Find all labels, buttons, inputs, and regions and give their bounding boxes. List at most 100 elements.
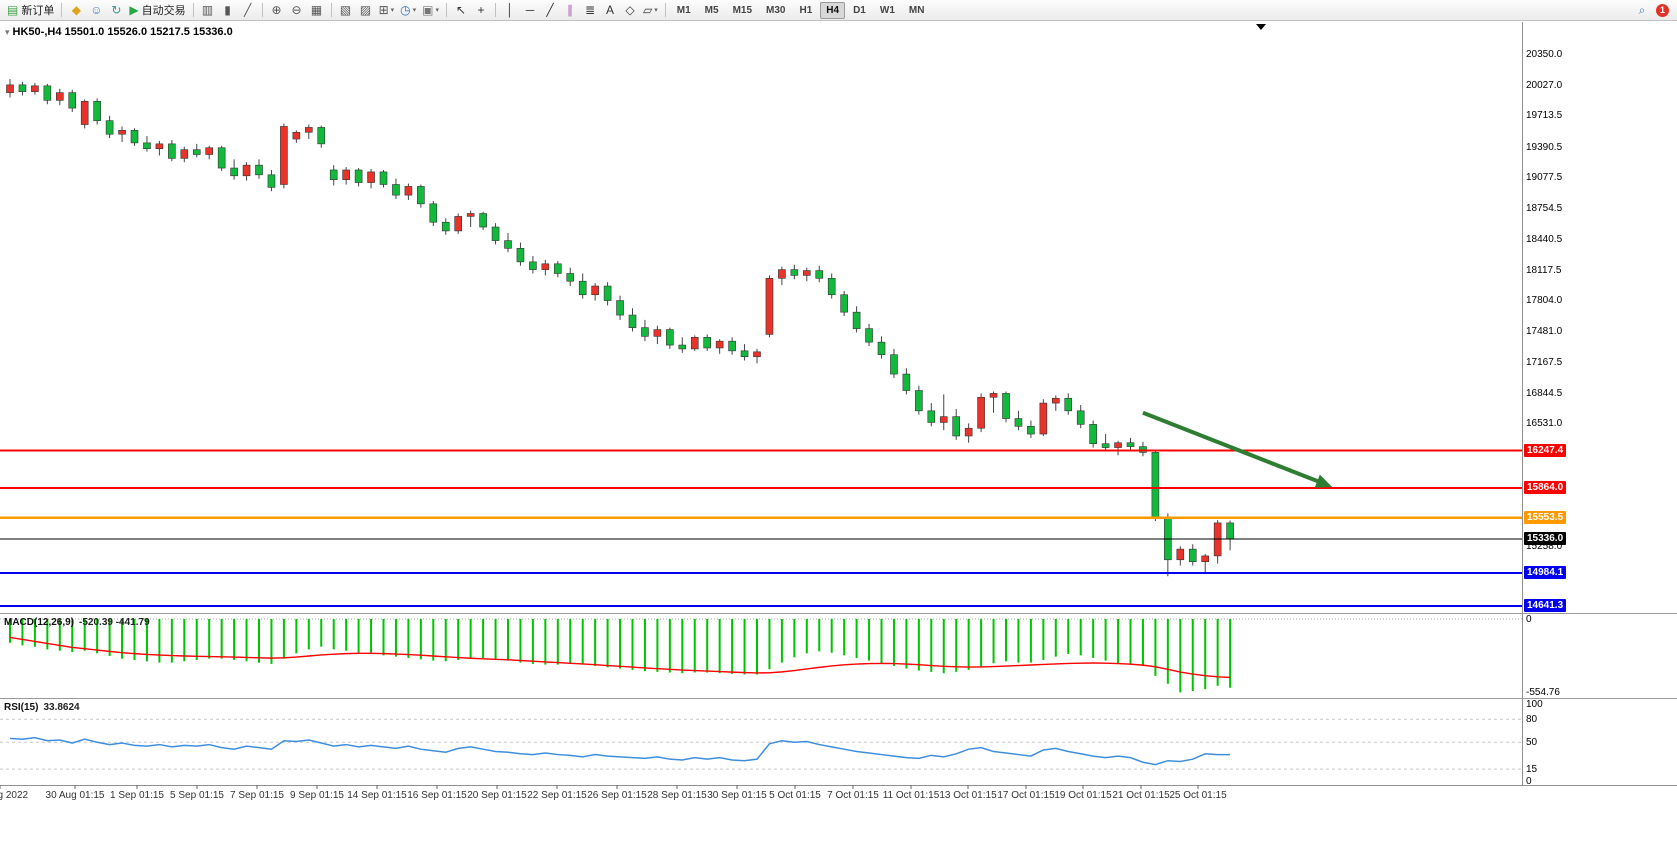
timeframe-h4-button[interactable]: H4 — [820, 1, 846, 19]
timeframe-m15-button[interactable]: M15 — [732, 4, 753, 16]
new-chart-button[interactable]: ⊞ ▾ — [377, 1, 397, 19]
macd-name: MACD(12,26,9) — [4, 617, 75, 628]
timeframe-m30-button[interactable]: M30 — [766, 4, 786, 16]
candle-body — [765, 278, 774, 335]
candle-body — [1213, 522, 1222, 557]
candle-body — [840, 294, 848, 313]
search-button[interactable]: ⌕ — [1633, 1, 1651, 19]
timeframe-mn-button[interactable]: MN — [908, 4, 925, 16]
candle-body — [55, 92, 64, 101]
candle-body — [566, 273, 575, 282]
arrows-button[interactable]: ◇ — [621, 1, 639, 19]
channel-button[interactable]: ∥ — [561, 1, 579, 19]
candle-body — [927, 410, 936, 423]
timeframe-m1-button[interactable]: M1 — [676, 4, 691, 16]
horizontal-line-button[interactable]: ─ — [521, 1, 539, 19]
quotes-button[interactable]: ◆ — [67, 1, 85, 19]
vertical-line-button[interactable]: │ — [501, 1, 519, 19]
bar-chart-mode-button[interactable]: ▥ — [199, 1, 217, 19]
candle-body — [529, 261, 537, 270]
line-chart-mode-button[interactable]: ╱ — [239, 1, 257, 19]
candle-chart-mode-button[interactable]: ▮ — [219, 1, 237, 19]
candle-body — [491, 226, 500, 241]
toolbar-separator — [495, 3, 497, 17]
timeframe-group: M1 M5 M15 M30 H1 H4 D1 W1 MN — [670, 0, 932, 20]
candle-body — [915, 390, 923, 412]
new-order-button[interactable]: ▤ 新订单 — [5, 1, 56, 19]
notification-badge[interactable]: 1 — [1656, 3, 1669, 17]
chart-shift-button[interactable]: ▨ — [357, 1, 375, 19]
chart-shift-marker-icon — [1256, 24, 1266, 30]
candle-body — [1226, 522, 1234, 540]
community-icon: ↻ — [111, 3, 122, 17]
chart-shift-icon: ▨ — [359, 3, 372, 17]
candle-body — [1201, 555, 1209, 563]
main-toolbar: ▤ 新订单 ◆ ☺ ↻ ▶ 自动交易 ▥ ▮ ╱ ⊕ ⊖ ▦ ▧ ▨ ⊞ ▾ ◷ ▾ ▣ ▾ ↖ + │ ─ ╱ ∥ ≣ A ◇ ▱ ▾ M1… — [0, 0, 1677, 21]
candle-body — [740, 350, 749, 357]
text-button[interactable]: A — [601, 1, 619, 19]
dropdown-caret-icon: ▾ — [390, 7, 395, 14]
fibonacci-icon: ≣ — [584, 3, 596, 17]
candle-body — [1014, 418, 1023, 427]
fibonacci-button[interactable]: ≣ — [581, 1, 599, 19]
rsi-value: 33.8624 — [43, 702, 80, 713]
candle-body — [1089, 424, 1097, 445]
candle-body — [1052, 397, 1060, 404]
candle-body — [217, 147, 226, 169]
timeframe-m5-button[interactable]: M5 — [704, 4, 719, 16]
candle-body — [802, 270, 811, 276]
candle-body — [230, 167, 238, 177]
community-button[interactable]: ↻ — [107, 1, 125, 19]
candle-body — [441, 221, 450, 232]
candle-body — [466, 213, 475, 217]
candle-body — [192, 149, 201, 155]
cursor-icon: ↖ — [455, 3, 467, 17]
trendline-button[interactable]: ╱ — [541, 1, 559, 19]
candle-body — [964, 427, 973, 437]
zoom-in-button[interactable]: ⊕ — [268, 1, 286, 19]
toolbar-separator — [330, 3, 332, 17]
trend-arrow-head — [1314, 474, 1333, 488]
candle-body — [516, 248, 525, 263]
cursor-button[interactable]: ↖ — [452, 1, 470, 19]
timeframe-w1-button[interactable]: W1 — [879, 4, 895, 16]
new-order-button-label: 新订单 — [21, 5, 55, 17]
candle-body — [591, 285, 599, 296]
candle-body — [1002, 393, 1010, 419]
candle-body — [877, 341, 886, 356]
candle-body — [989, 393, 998, 398]
candle-body — [1064, 397, 1073, 412]
timeframe-h1-button[interactable]: H1 — [799, 4, 813, 16]
candle-body — [653, 329, 662, 337]
candle-body — [367, 171, 375, 183]
dropdown-caret-icon: ▾ — [435, 7, 440, 14]
tile-windows-button[interactable]: ▦ — [308, 1, 326, 19]
zoom-out-icon: ⊖ — [291, 3, 302, 17]
templates-button[interactable]: ▣ ▾ — [420, 1, 441, 19]
chart-title: ▾ HK50-,H4 15501.0 15526.0 15217.5 15336.… — [5, 26, 233, 38]
crosshair-button[interactable]: + — [472, 1, 490, 19]
profile-button[interactable]: ☺ — [87, 1, 105, 19]
candle-body — [1151, 452, 1160, 518]
candle-body — [429, 203, 438, 223]
candle-body — [753, 351, 761, 357]
periods-button[interactable]: ◷ ▾ — [398, 1, 418, 19]
candle-body — [354, 169, 363, 183]
auto-arrange-button[interactable]: ▧ — [337, 1, 355, 19]
trend-arrow-line[interactable] — [1142, 410, 1324, 486]
candle-body — [130, 130, 139, 144]
candle-body — [18, 84, 27, 92]
candle-body — [6, 84, 14, 93]
ohlc-values: 15501.0 15526.0 15217.5 15336.0 — [64, 26, 233, 38]
trendline-icon: ╱ — [546, 3, 554, 17]
zoom-out-button[interactable]: ⊖ — [288, 1, 306, 19]
chart-collapse-arrow-icon[interactable]: ▾ — [5, 27, 10, 37]
macd-values: -520.39 -441.79 — [79, 617, 150, 628]
timeframe-d1-button[interactable]: D1 — [853, 4, 866, 16]
shapes-button[interactable]: ▱ ▾ — [641, 1, 660, 19]
autotrading-button[interactable]: ▶ 自动交易 — [127, 1, 187, 19]
search-icon: ⌕ — [1638, 3, 1646, 17]
candle-body — [317, 127, 326, 145]
candle-body — [168, 143, 176, 159]
